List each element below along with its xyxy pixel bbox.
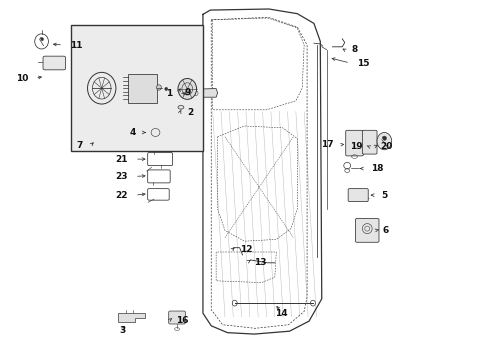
Text: 10: 10	[16, 74, 28, 83]
Text: 7: 7	[77, 141, 83, 150]
Bar	[178, 107, 183, 115]
Text: 16: 16	[176, 316, 188, 325]
Text: 3: 3	[119, 326, 125, 335]
Bar	[71, 25, 203, 151]
Text: 12: 12	[239, 245, 252, 253]
Text: 6: 6	[382, 226, 388, 235]
FancyBboxPatch shape	[347, 189, 367, 202]
Ellipse shape	[178, 105, 183, 109]
Text: 4: 4	[129, 128, 136, 137]
Text: 23: 23	[115, 172, 128, 181]
Ellipse shape	[156, 85, 161, 90]
Text: 18: 18	[370, 164, 383, 173]
FancyBboxPatch shape	[345, 130, 363, 156]
Text: 11: 11	[70, 40, 82, 49]
Text: 13: 13	[254, 258, 266, 266]
FancyBboxPatch shape	[168, 311, 185, 324]
Text: 17: 17	[320, 140, 333, 149]
Text: 1: 1	[165, 89, 172, 98]
Ellipse shape	[382, 136, 386, 140]
Text: 9: 9	[184, 88, 191, 97]
Ellipse shape	[164, 87, 167, 91]
Text: 15: 15	[356, 58, 369, 68]
Text: 21: 21	[115, 154, 128, 163]
Bar	[128, 74, 157, 103]
Text: 19: 19	[349, 143, 362, 152]
Ellipse shape	[178, 78, 196, 99]
FancyBboxPatch shape	[362, 130, 376, 154]
Text: 20: 20	[380, 143, 392, 152]
Ellipse shape	[376, 132, 391, 150]
FancyBboxPatch shape	[43, 56, 65, 70]
Text: 2: 2	[186, 108, 193, 117]
Text: 5: 5	[381, 191, 387, 199]
Text: 14: 14	[275, 309, 287, 318]
Ellipse shape	[40, 37, 43, 41]
Polygon shape	[118, 313, 145, 322]
Polygon shape	[190, 89, 217, 97]
Text: 22: 22	[115, 191, 128, 199]
Text: 8: 8	[350, 45, 357, 54]
FancyBboxPatch shape	[355, 219, 378, 242]
